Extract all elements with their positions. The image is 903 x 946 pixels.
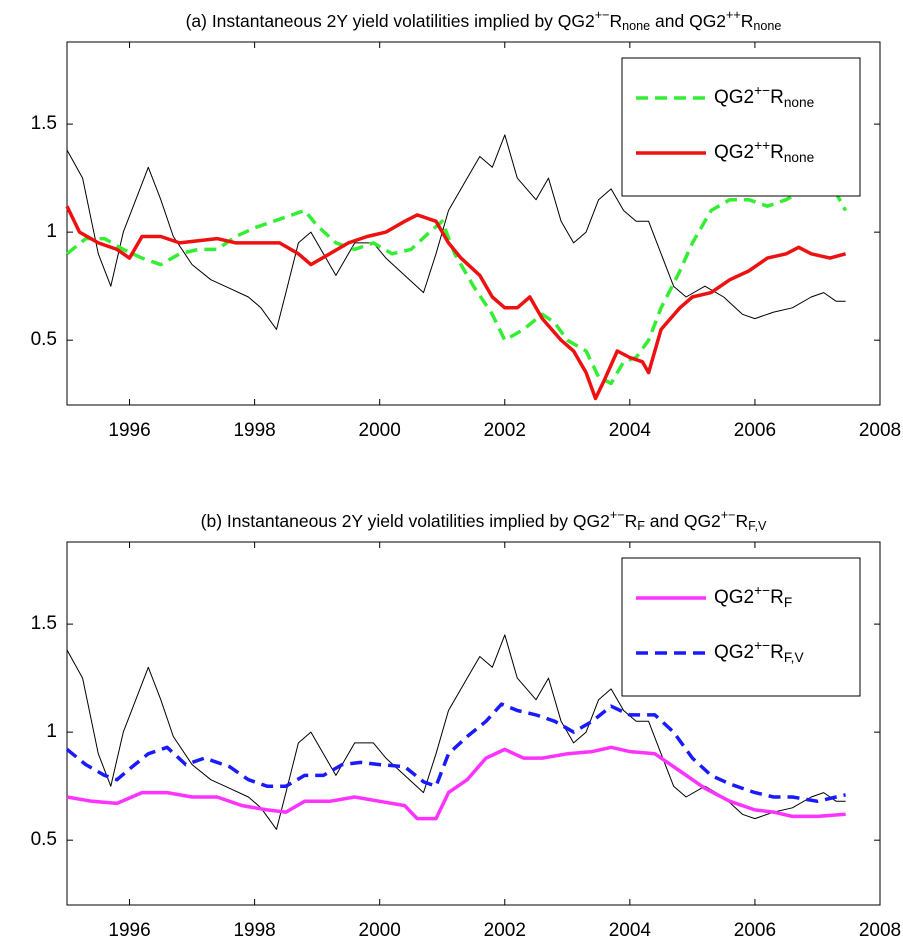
- legend-label-run: QG2: [714, 587, 754, 608]
- x-tick-label: 1998: [233, 920, 275, 941]
- x-tick-label: 2008: [859, 420, 901, 441]
- y-tick-label: 1: [46, 721, 57, 742]
- legend-label: QG2+−RF,V: [714, 638, 804, 664]
- series-line: [66, 745, 846, 821]
- series-line: [65, 205, 847, 401]
- chart-title-run: +−: [721, 508, 736, 522]
- legend-label-run: none: [784, 95, 814, 110]
- chart-title-run: (a) Instantaneous 2Y yield volatilities …: [186, 11, 595, 31]
- y-tick-label: 1: [46, 221, 57, 242]
- chart-title-run: (b) Instantaneous 2Y yield volatilities …: [201, 511, 610, 531]
- chart-title-run: F,V: [748, 519, 767, 533]
- chart-title-run: R: [736, 511, 749, 531]
- y-tick-label: 1.5: [31, 113, 57, 134]
- legend-label: QG2+−Rnone: [714, 83, 814, 109]
- chart-title-run: F: [637, 519, 645, 533]
- legend-label: QG2+−RF: [714, 583, 792, 609]
- chart-title: (a) Instantaneous 2Y yield volatilities …: [186, 8, 782, 32]
- legend-label-run: +−: [754, 583, 770, 598]
- legend-label-run: R: [770, 142, 784, 163]
- chart-title-run: R: [609, 11, 622, 31]
- chart-title-run: none: [622, 19, 650, 33]
- chart-title-run: and QG2: [650, 11, 726, 31]
- y-tick-label: 0.5: [31, 329, 57, 350]
- legend-label: QG2++Rnone: [714, 138, 814, 164]
- x-tick-label: 2006: [734, 420, 776, 441]
- x-tick-label: 2002: [484, 420, 526, 441]
- x-tick-label: 2002: [484, 920, 526, 941]
- x-tick-label: 1996: [108, 420, 150, 441]
- legend-label-run: F: [784, 595, 792, 610]
- chart-title-run: R: [625, 511, 638, 531]
- y-tick-label: 1.5: [31, 613, 57, 634]
- chart-title-run: +−: [610, 508, 625, 522]
- chart-title: (b) Instantaneous 2Y yield volatilities …: [201, 508, 767, 532]
- x-tick-label: 2004: [609, 920, 652, 941]
- legend-label-run: +−: [754, 83, 770, 98]
- legend-label-run: QG2: [714, 142, 754, 163]
- chart-title-run: none: [753, 19, 781, 33]
- x-tick-label: 2004: [609, 420, 652, 441]
- x-tick-label: 2000: [359, 420, 401, 441]
- legend-label-run: QG2: [714, 642, 754, 663]
- chart-title-run: +−: [595, 8, 610, 22]
- series-line: [65, 702, 846, 804]
- series-line: [66, 134, 846, 330]
- legend-label-run: R: [770, 587, 784, 608]
- legend-label-run: R: [770, 642, 784, 663]
- x-tick-label: 2000: [359, 920, 401, 941]
- legend-label-run: none: [784, 150, 814, 165]
- chart-title-run: ++: [726, 8, 741, 22]
- series-line: [65, 187, 848, 386]
- x-tick-label: 2006: [734, 920, 776, 941]
- y-tick-label: 0.5: [31, 829, 57, 850]
- legend-label-run: R: [770, 87, 784, 108]
- chart-title-run: and QG2: [645, 511, 721, 531]
- chart-title-run: R: [741, 11, 754, 31]
- legend-box: [621, 557, 861, 697]
- legend-label-run: F,V: [784, 650, 805, 665]
- x-tick-label: 1996: [108, 920, 150, 941]
- legend-box: [621, 57, 861, 197]
- legend-label-run: +−: [754, 638, 770, 653]
- legend-label-run: ++: [754, 138, 770, 153]
- x-tick-label: 2008: [859, 920, 901, 941]
- x-tick-label: 1998: [233, 420, 275, 441]
- legend-label-run: QG2: [714, 87, 754, 108]
